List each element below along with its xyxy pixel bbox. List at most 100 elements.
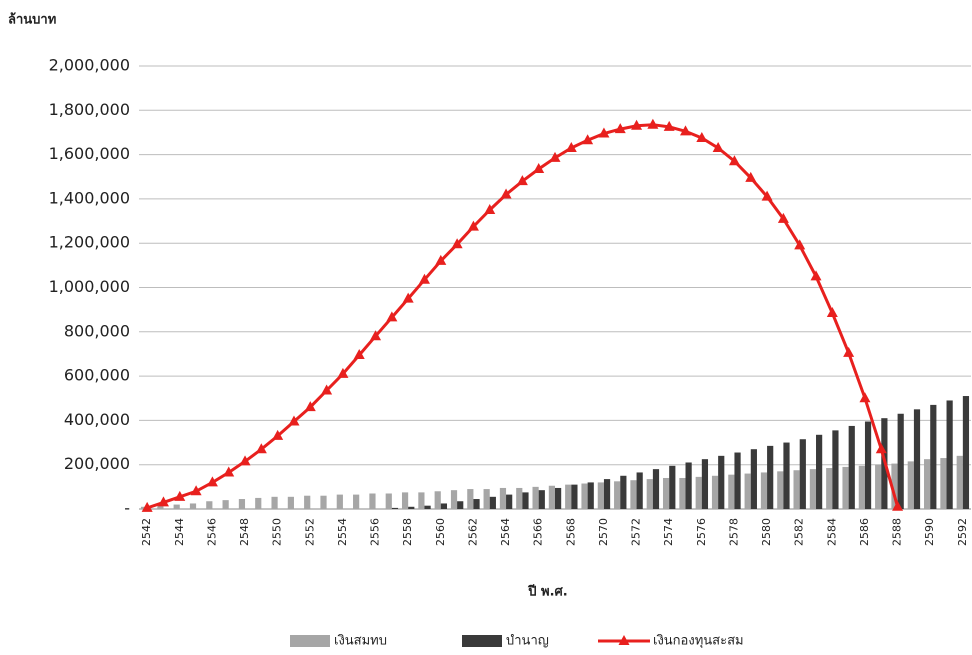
marker [157, 496, 169, 507]
marker [288, 415, 300, 426]
bar [793, 470, 800, 509]
bar [565, 484, 572, 509]
x-tick-label: 2550 [271, 518, 284, 546]
marker [386, 311, 398, 322]
bar [891, 463, 898, 509]
bar [516, 487, 523, 509]
bar [848, 425, 855, 509]
bar [506, 494, 513, 509]
marker [565, 141, 577, 152]
bar [434, 491, 441, 509]
bar [718, 455, 725, 509]
bar [930, 404, 937, 509]
bar [424, 505, 431, 509]
bar [734, 452, 741, 509]
marker [337, 367, 349, 378]
marker [321, 384, 333, 395]
bar [662, 477, 670, 509]
marker [663, 120, 675, 131]
x-tick-label: 2574 [662, 518, 675, 546]
bar [858, 465, 865, 509]
marker [777, 212, 789, 223]
marker [549, 151, 561, 162]
bar [548, 485, 555, 509]
bar [189, 503, 197, 509]
bar [614, 481, 621, 509]
marker [631, 119, 643, 130]
marker [500, 188, 512, 199]
bar [532, 486, 539, 509]
bar [864, 421, 872, 509]
marker [843, 346, 855, 357]
x-tick-label: 2542 [140, 518, 153, 546]
marker [272, 429, 284, 440]
x-tick-label: 2592 [956, 518, 969, 546]
marker [892, 500, 904, 511]
x-tick-label: 2572 [630, 518, 643, 546]
bar [369, 493, 376, 509]
bar [669, 465, 676, 509]
marker [223, 466, 235, 477]
bar [157, 505, 164, 509]
bar [750, 449, 757, 509]
bar [816, 434, 823, 509]
bar [571, 484, 578, 509]
x-tick-label: 2588 [891, 518, 904, 546]
bar [924, 459, 931, 509]
bar [587, 482, 594, 509]
marker [680, 125, 692, 136]
y-tick-label: 2,000,000 [49, 56, 130, 75]
marker [598, 127, 610, 138]
bar [304, 495, 311, 509]
y-tick-label: 400,000 [64, 410, 130, 429]
marker [810, 270, 822, 281]
bar [597, 482, 604, 509]
bar [408, 506, 415, 509]
bar [799, 439, 806, 509]
bar [652, 469, 660, 509]
bar [685, 462, 692, 509]
marker [728, 155, 740, 166]
bar [555, 487, 562, 509]
bar [385, 493, 392, 509]
marker [370, 330, 382, 341]
bar [646, 479, 653, 509]
bar [679, 477, 686, 509]
bar [255, 497, 262, 509]
marker [255, 443, 267, 454]
legend-label: เงินกองทุนสะสม [653, 634, 744, 649]
marker [859, 392, 871, 403]
bar [809, 469, 817, 509]
x-tick-label: 2552 [303, 518, 316, 546]
marker [712, 141, 724, 152]
bar [620, 475, 627, 509]
bar [907, 461, 914, 509]
x-tick-label: 2548 [238, 518, 251, 546]
bar [711, 475, 719, 509]
marker [516, 175, 528, 186]
marker [402, 292, 414, 303]
x-tick-label: 2576 [695, 518, 708, 546]
x-tick-label: 2570 [597, 518, 610, 546]
bar [826, 468, 833, 509]
bar [962, 396, 970, 509]
bar [783, 442, 790, 509]
bar [956, 455, 963, 509]
x-tick-label: 2544 [173, 518, 186, 546]
bar [238, 499, 246, 509]
bar [946, 400, 953, 509]
bar [206, 501, 213, 509]
bar [695, 476, 702, 509]
marker [467, 220, 479, 231]
legend-swatch [290, 635, 330, 647]
bar [391, 507, 399, 509]
bar [832, 430, 839, 509]
bar [489, 496, 496, 509]
bar [401, 492, 409, 509]
marker [614, 123, 626, 134]
bar [450, 490, 458, 509]
y-axis-title: ล้านบาท [8, 12, 56, 28]
marker [174, 490, 186, 501]
x-tick-label: 2554 [336, 518, 349, 546]
bar [457, 501, 464, 509]
